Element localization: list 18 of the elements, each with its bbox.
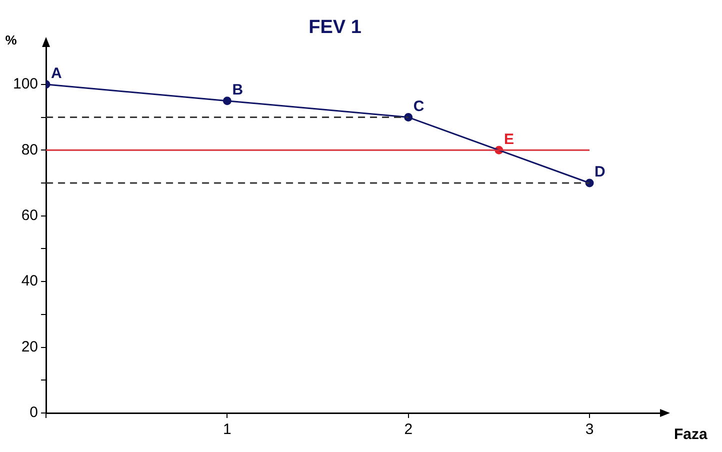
- annotation: C: [413, 98, 424, 115]
- y-tick-label: 60: [21, 207, 38, 224]
- x-axis-title: Faza: [674, 426, 708, 444]
- y-axis-title: %: [5, 32, 18, 48]
- y-tick-label: 80: [21, 141, 38, 158]
- annotation: A: [51, 65, 62, 82]
- x-tick-label: 2: [404, 421, 413, 438]
- y-tick-label: 20: [21, 338, 38, 356]
- y-tick-label: 40: [21, 272, 38, 290]
- y-tick-label: 100: [12, 76, 38, 93]
- point: [222, 96, 232, 106]
- x-tick-label: 1: [223, 421, 232, 438]
- annotation: B: [232, 82, 244, 98]
- y-tick-label: 0: [30, 404, 38, 422]
- annotation: E: [504, 130, 514, 148]
- x-tick-label: 3: [585, 421, 594, 438]
- chart-title: FEV 1: [308, 17, 362, 38]
- annotation: D: [594, 164, 606, 181]
